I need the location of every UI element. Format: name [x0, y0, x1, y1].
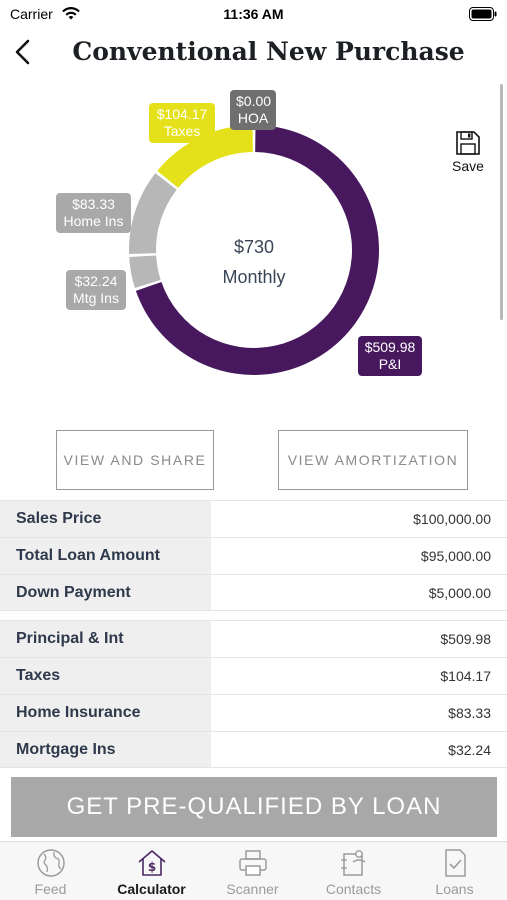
payment-donut-chart: $0.00 HOA $104.17 Taxes $83.33 Home Ins … — [0, 80, 507, 420]
tab-label: Feed — [34, 881, 67, 897]
row-label: Home Insurance — [0, 695, 211, 731]
donut-slice-mtg-ins — [129, 255, 161, 289]
svg-text:$: $ — [147, 860, 155, 874]
row-label: Mortgage Ins — [0, 732, 211, 767]
tab-calculator[interactable]: $ Calculator — [101, 842, 202, 900]
carrier-label: Carrier — [10, 6, 53, 22]
donut-svg — [129, 125, 379, 375]
slice-label-pi-value: $509.98 — [364, 339, 416, 355]
tab-feed[interactable]: Feed — [0, 842, 101, 900]
printer-icon — [238, 850, 267, 876]
contacts-icon — [340, 850, 365, 876]
tab-loans[interactable]: Loans — [404, 842, 505, 900]
view-amortization-button[interactable]: VIEW AMORTIZATION — [278, 430, 468, 490]
row-value: $509.98 — [440, 631, 491, 647]
row-value: $32.24 — [448, 742, 491, 758]
table-row: Sales Price $100,000.00 — [0, 500, 507, 537]
table-row: Home Insurance $83.33 — [0, 694, 507, 731]
table-row: Principal & Int $509.98 — [0, 620, 507, 657]
table-row: Mortgage Ins $32.24 — [0, 731, 507, 768]
donut-slice-home-ins — [129, 173, 177, 254]
save-label: Save — [452, 158, 484, 174]
tab-scanner[interactable]: Scanner — [202, 842, 303, 900]
slice-label-home-ins: $83.33 Home Ins — [56, 193, 131, 233]
payment-breakdown-table: Principal & Int $509.98 Taxes $104.17 Ho… — [0, 620, 507, 768]
clock: 11:36 AM — [223, 6, 284, 22]
slice-label-taxes: $104.17 Taxes — [149, 103, 215, 143]
slice-label-home-ins-name: Home Ins — [63, 213, 124, 229]
slice-label-pi: $509.98 P&I — [358, 336, 422, 376]
chart-center: $730 Monthly — [174, 232, 334, 292]
tab-label: Contacts — [325, 881, 382, 897]
save-button[interactable]: Save — [446, 130, 490, 184]
wifi-icon — [62, 7, 80, 20]
status-bar: Carrier 11:36 AM — [0, 0, 507, 28]
row-value: $104.17 — [440, 668, 491, 684]
page-title: Conventional New Purchase — [72, 37, 465, 66]
back-button[interactable] — [8, 34, 38, 70]
tab-contacts[interactable]: Contacts — [303, 842, 404, 900]
slice-label-hoa: $0.00 HOA — [230, 90, 276, 130]
globe-icon — [36, 849, 65, 877]
row-value: $83.33 — [448, 705, 491, 721]
tab-label: Calculator — [117, 881, 186, 897]
row-label: Down Payment — [0, 575, 211, 610]
loan-document-icon — [444, 849, 466, 877]
slice-label-mtg-ins: $32.24 Mtg Ins — [66, 270, 126, 310]
slice-label-home-ins-value: $83.33 — [72, 196, 115, 212]
tab-label: Scanner — [226, 881, 279, 897]
row-value: $95,000.00 — [420, 548, 491, 564]
loan-summary-table: Sales Price $100,000.00 Total Loan Amoun… — [0, 500, 507, 611]
row-label: Principal & Int — [0, 621, 211, 657]
house-dollar-icon: $ — [137, 850, 166, 876]
slice-label-hoa-value: $0.00 — [236, 93, 272, 109]
view-and-share-button[interactable]: VIEW AND SHARE — [56, 430, 214, 490]
tab-label: Loans — [435, 881, 474, 897]
slice-label-taxes-name: Taxes — [163, 123, 201, 139]
table-row: Taxes $104.17 — [0, 657, 507, 694]
donut-slice-taxes — [157, 125, 253, 188]
tab-bar: Feed $ Calculator Scanner Contacts — [0, 841, 507, 900]
monthly-total: $730 — [233, 237, 275, 257]
floppy-disk-icon — [456, 131, 480, 155]
scrollbar[interactable] — [500, 84, 503, 320]
slice-label-pi-name: P&I — [378, 356, 402, 372]
chevron-left-icon — [15, 39, 30, 65]
table-row: Total Loan Amount $95,000.00 — [0, 537, 507, 574]
table-row: Down Payment $5,000.00 — [0, 574, 507, 611]
slice-label-mtg-ins-value: $32.24 — [74, 273, 118, 289]
row-label: Taxes — [0, 658, 211, 694]
monthly-label: Monthly — [222, 267, 286, 287]
slice-label-hoa-name: HOA — [237, 110, 269, 126]
row-label: Total Loan Amount — [0, 538, 211, 574]
row-value: $5,000.00 — [428, 585, 491, 601]
row-label: Sales Price — [0, 501, 211, 537]
get-pre-qualified-button[interactable]: GET PRE-QUALIFIED BY LOAN — [11, 777, 497, 837]
slice-label-taxes-value: $104.17 — [156, 106, 208, 122]
battery-icon — [469, 7, 497, 21]
slice-label-mtg-ins-name: Mtg Ins — [73, 290, 119, 306]
row-value: $100,000.00 — [413, 511, 491, 527]
